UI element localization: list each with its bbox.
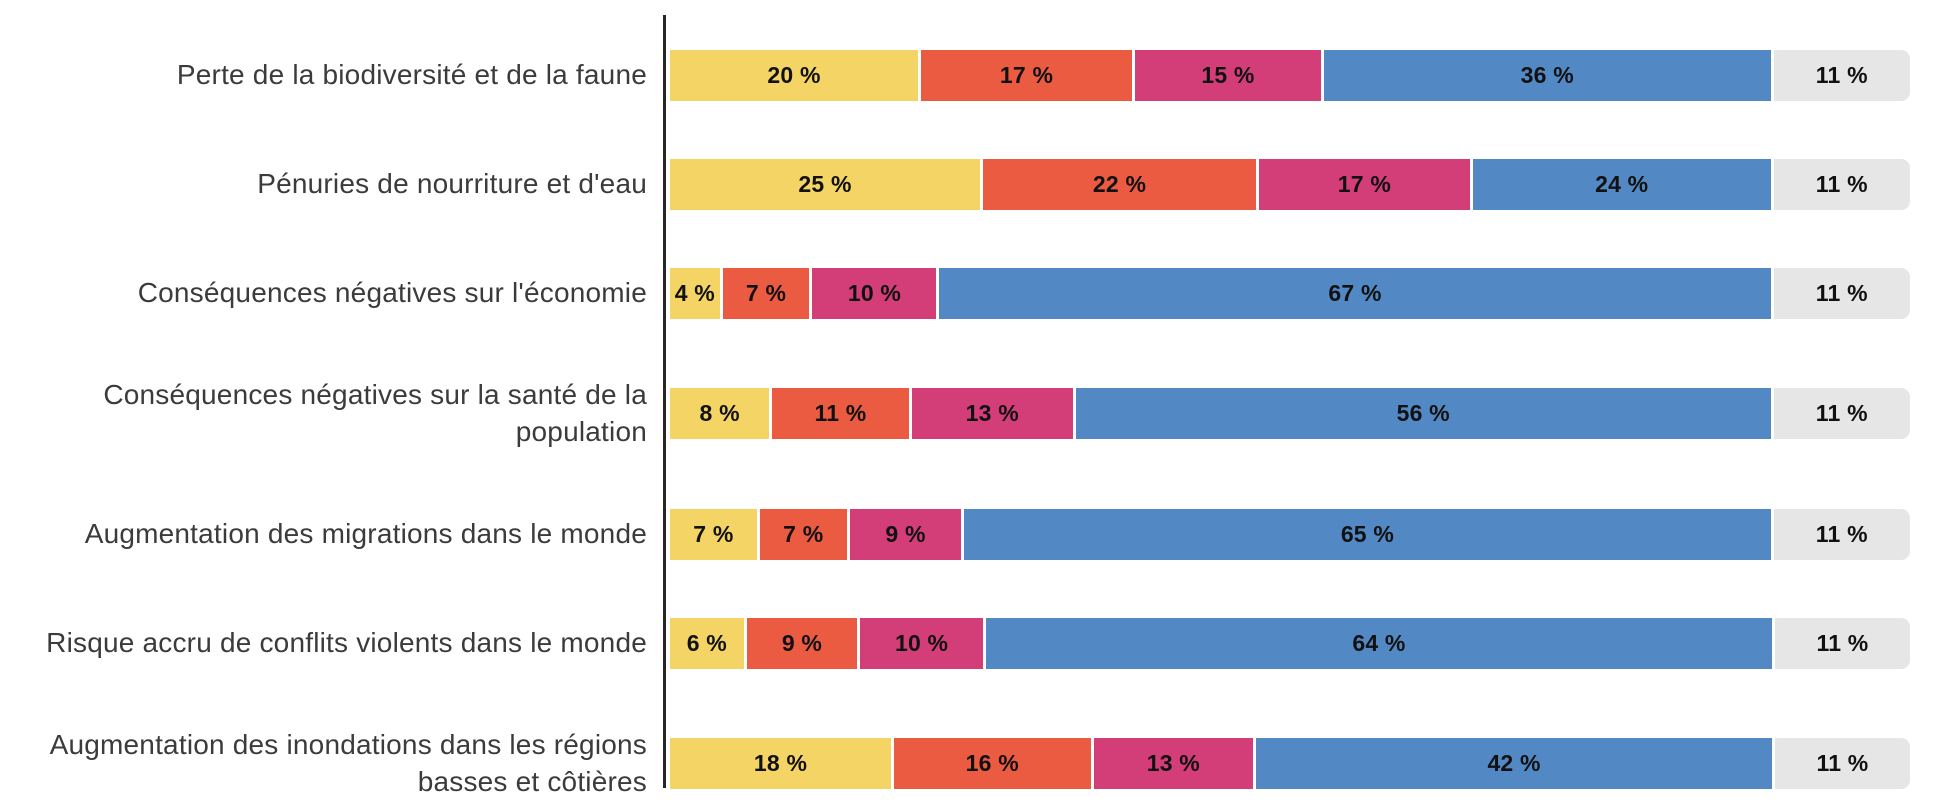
segment-value-label: 17 % (999, 62, 1054, 88)
bar-segment-blue: 56 % (1075, 388, 1771, 440)
category-label: Conséquences négatives sur l'économie (137, 277, 647, 309)
chart-row: Conséquences négatives sur la santé de l… (0, 377, 1910, 451)
bar-segment-yellow: 6 % (670, 617, 744, 669)
segment-value-label: 11 % (1815, 171, 1868, 197)
category-label: Conséquences négatives sur la santé de l… (103, 379, 647, 447)
stacked-bar: 20 % 17 % 15 % 36 % 11 % (670, 50, 1910, 101)
segment-value-label: 6 % (686, 629, 727, 656)
segment-value-label: 16 % (965, 750, 1019, 777)
bar-segment-gray: 11 % (1773, 159, 1910, 210)
stacked-bar: 7 % 7 % 9 % 65 % 11 % (670, 508, 1910, 560)
bar-segment-orange: 7 % (759, 508, 847, 560)
segment-value-label: 11 % (1815, 62, 1868, 88)
bar-segment-orange: 9 % (746, 617, 858, 669)
segment-value-label: 7 % (745, 280, 787, 306)
bar-segment-pink: 13 % (1093, 738, 1254, 790)
chart-rows: Perte de la biodiversité et de la faune 2… (0, 50, 1911, 801)
segment-value-label: 11 % (1815, 520, 1868, 547)
y-axis-line (663, 15, 666, 788)
bar-segment-gray: 11 % (1774, 617, 1910, 669)
segment-value-label: 9 % (781, 629, 823, 656)
segment-value-label: 36 % (1520, 62, 1574, 88)
segment-value-label: 13 % (1146, 750, 1200, 777)
segment-value-label: 10 % (847, 280, 902, 306)
segment-value-label: 67 % (1328, 280, 1382, 306)
bar-segment-yellow: 20 % (670, 50, 919, 101)
segment-value-label: 11 % (1815, 280, 1868, 306)
bar-segment-blue: 67 % (939, 268, 1771, 319)
chart-row: Perte de la biodiversité et de la faune 2… (0, 50, 1910, 101)
stacked-bar: 18 % 16 % 13 % 42 % 11 % (670, 738, 1911, 790)
segment-value-label: 13 % (965, 400, 1019, 427)
bar-segment-pink: 15 % (1134, 50, 1322, 101)
stacked-bar: 6 % 9 % 10 % 64 % 11 % (670, 617, 1910, 669)
category-label: Augmentation des migrations dans le mond… (84, 517, 647, 549)
segment-value-label: 7 % (693, 520, 734, 547)
chart-row: Risque accru de conflits violents dans l… (0, 617, 1910, 669)
bar-segment-orange: 7 % (722, 268, 810, 319)
bar-segment-yellow: 18 % (670, 738, 892, 790)
bar-segment-gray: 11 % (1774, 738, 1911, 790)
bar-segment-blue: 64 % (986, 617, 1772, 669)
segment-value-label: 4 % (674, 280, 715, 306)
bar-segment-orange: 11 % (772, 388, 909, 440)
segment-value-label: 7 % (783, 520, 824, 547)
stacked-bar: 8 % 11 % 13 % 56 % 11 % (670, 388, 1910, 440)
bar-segment-yellow: 25 % (670, 159, 981, 210)
category-label: Pénuries de nourriture et d'eau (257, 168, 647, 200)
category-label: Augmentation des inondations dans les ré… (49, 728, 647, 797)
bar-segment-gray: 11 % (1773, 508, 1910, 560)
segment-value-label: 20 % (767, 62, 821, 88)
segment-value-label: 56 % (1396, 400, 1450, 427)
segment-value-label: 10 % (894, 629, 949, 656)
chart-row: Augmentation des inondations dans les ré… (0, 727, 1911, 801)
segment-value-label: 64 % (1352, 629, 1406, 656)
bar-segment-orange: 16 % (894, 738, 1091, 790)
segment-value-label: 18 % (753, 750, 808, 777)
bar-segment-pink: 10 % (812, 268, 937, 319)
segment-value-label: 65 % (1340, 520, 1395, 547)
bar-segment-gray: 11 % (1773, 388, 1910, 440)
segment-value-label: 11 % (1816, 629, 1869, 656)
category-label: Risque accru de conflits violents dans l… (46, 626, 647, 658)
bar-segment-orange: 17 % (921, 50, 1132, 101)
segment-value-label: 11 % (1816, 750, 1869, 777)
bar-segment-yellow: 7 % (670, 508, 757, 560)
segment-value-label: 11 % (814, 400, 867, 427)
segment-value-label: 25 % (798, 171, 852, 197)
segment-value-label: 11 % (1815, 400, 1868, 427)
segment-value-label: 8 % (699, 400, 740, 427)
chart-row: Conséquences négatives sur l'économie 4 %… (0, 268, 1910, 319)
stacked-bar: 4 % 7 % 10 % 67 % 11 % (670, 268, 1910, 319)
bar-segment-pink: 9 % (849, 508, 962, 560)
bar-segment-gray: 11 % (1773, 268, 1910, 319)
bar-segment-yellow: 4 % (670, 268, 720, 319)
bar-segment-pink: 10 % (860, 617, 983, 669)
bar-segment-pink: 17 % (1258, 159, 1470, 210)
segment-value-label: 22 % (1092, 171, 1147, 197)
segment-value-label: 15 % (1201, 62, 1255, 88)
bar-segment-blue: 42 % (1256, 738, 1772, 790)
chart-row: Augmentation des migrations dans le mond… (0, 508, 1910, 560)
chart-row: Pénuries de nourriture et d'eau 25 % 22 % 1… (0, 159, 1910, 210)
bar-segment-blue: 65 % (964, 508, 1771, 560)
bar-segment-blue: 36 % (1324, 50, 1771, 101)
bar-segment-pink: 13 % (911, 388, 1073, 440)
category-label: Perte de la biodiversité et de la faune (176, 59, 647, 91)
bar-segment-gray: 11 % (1773, 50, 1910, 101)
bar-segment-orange: 22 % (983, 159, 1256, 210)
segment-value-label: 42 % (1487, 750, 1541, 777)
bar-segment-yellow: 8 % (670, 388, 770, 440)
segment-value-label: 9 % (885, 520, 926, 547)
segment-value-label: 24 % (1595, 171, 1649, 197)
segment-value-label: 17 % (1337, 171, 1392, 197)
bar-segment-blue: 24 % (1472, 159, 1771, 210)
stacked-bar: 25 % 22 % 17 % 24 % 11 % (670, 159, 1910, 210)
